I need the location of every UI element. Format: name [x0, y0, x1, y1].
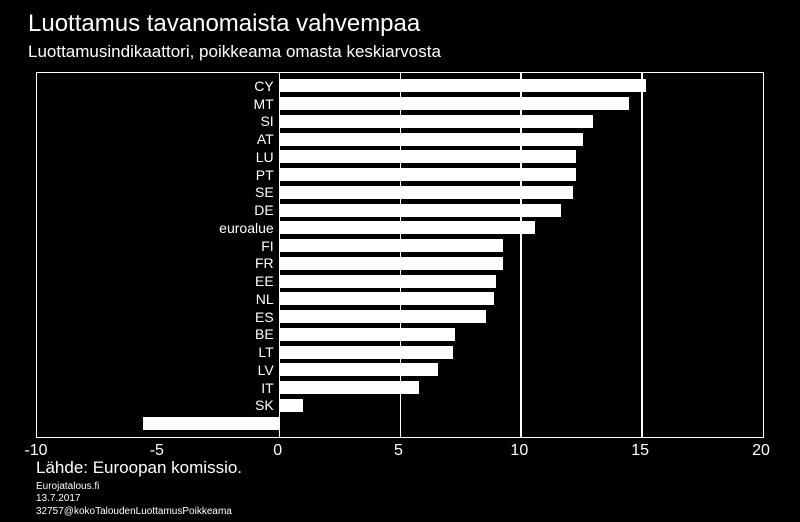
x-tick-label: 15: [631, 442, 649, 460]
bar-row: CY: [37, 77, 763, 95]
bar-row: PT: [37, 166, 763, 184]
x-tick-label: 10: [510, 442, 528, 460]
bar: [143, 417, 278, 430]
bar: [279, 168, 576, 181]
bar-row: DE: [37, 201, 763, 219]
bar-row: LU: [37, 148, 763, 166]
chart-subtitle: Luottamusindikaattori, poikkeama omasta …: [28, 42, 441, 62]
bar-row: MT: [37, 95, 763, 113]
bar: [279, 275, 497, 288]
bar: [279, 399, 303, 412]
bar-row: EL: [37, 414, 763, 432]
y-tick-label: ES: [255, 309, 274, 325]
bar-row: LT: [37, 343, 763, 361]
bar: [279, 310, 487, 323]
bar: [279, 328, 455, 341]
y-tick-label: NL: [256, 291, 274, 307]
y-tick-label: FI: [261, 238, 273, 254]
bar: [279, 133, 584, 146]
bar: [279, 97, 629, 110]
footer-id: 32757@kokoTaloudenLuottamusPoikkeama: [36, 506, 242, 519]
y-tick-label: MT: [253, 96, 273, 112]
bar-row: SE: [37, 184, 763, 202]
y-tick-label: BE: [255, 326, 274, 342]
y-tick-label: EE: [255, 273, 274, 289]
chart-title: Luottamus tavanomaista vahvempaa: [28, 10, 420, 38]
footer-site: Eurojatalous.fi: [36, 481, 242, 494]
bar: [279, 239, 504, 252]
y-tick-label: FR: [255, 255, 274, 271]
bar-row: FI: [37, 237, 763, 255]
bar-row: ES: [37, 308, 763, 326]
bar-row: BE: [37, 326, 763, 344]
y-tick-label: SK: [255, 397, 274, 413]
source-text: Lähde: Euroopan komissio.: [36, 457, 242, 478]
bar: [279, 221, 535, 234]
bar: [279, 257, 504, 270]
y-tick-label: SE: [255, 184, 274, 200]
bar: [279, 381, 419, 394]
y-tick-label: DE: [254, 202, 273, 218]
bar: [279, 186, 574, 199]
bar: [279, 79, 646, 92]
bar-row: NL: [37, 290, 763, 308]
bar: [279, 346, 453, 359]
x-tick-label: 5: [394, 442, 403, 460]
bar: [279, 292, 494, 305]
x-tick-label: 20: [752, 442, 770, 460]
bar: [279, 150, 576, 163]
bar-row: EE: [37, 272, 763, 290]
bar-row: euroalue: [37, 219, 763, 237]
plot-area: CY MTSI AT LU PTSE DE euroalue FIFR EE NL ESBE LT LV…: [36, 72, 764, 438]
bar-row: SK: [37, 397, 763, 415]
y-tick-label: LT: [258, 344, 273, 360]
y-tick-label: SI: [260, 113, 273, 129]
y-tick-label: PT: [256, 167, 274, 183]
bar: [279, 204, 562, 217]
chart-footer: Lähde: Euroopan komissio. Eurojatalous.f…: [36, 457, 242, 518]
y-tick-label: CY: [254, 78, 273, 94]
footer-date: 13.7.2017: [36, 493, 242, 506]
bar-row: FR: [37, 255, 763, 273]
bar: [279, 115, 593, 128]
y-tick-label: AT: [257, 131, 274, 147]
bar-row: SI: [37, 113, 763, 131]
bar: [279, 363, 439, 376]
x-tick-label: 0: [273, 442, 282, 460]
chart-container: Luottamus tavanomaista vahvempaa Luottam…: [0, 0, 800, 522]
y-tick-label: IT: [261, 380, 273, 396]
bar-series: CY MTSI AT LU PTSE DE euroalue FIFR EE NL ESBE LT LV…: [37, 77, 763, 433]
bar-row: AT: [37, 130, 763, 148]
bar-row: IT: [37, 379, 763, 397]
y-tick-label: euroalue: [219, 220, 274, 236]
bar-row: LV: [37, 361, 763, 379]
y-tick-label: LV: [258, 362, 274, 378]
y-tick-label: LU: [256, 149, 274, 165]
